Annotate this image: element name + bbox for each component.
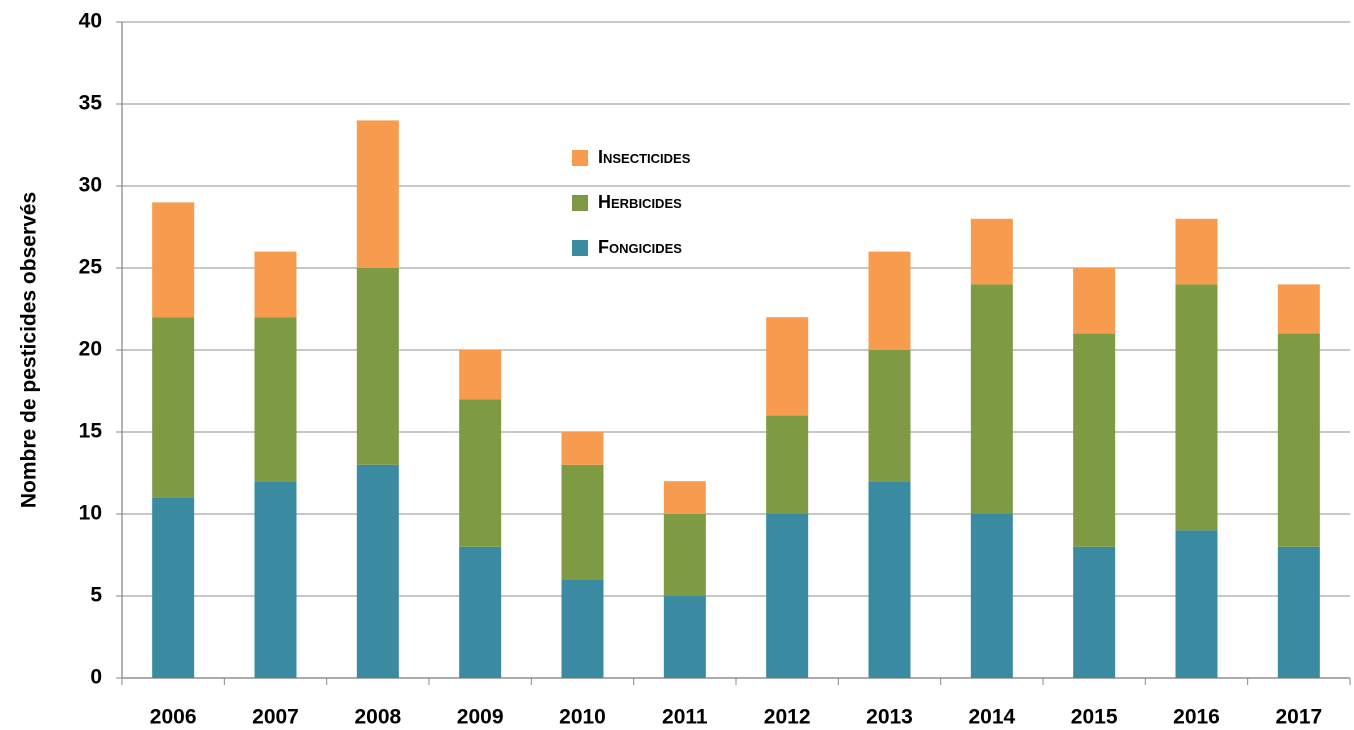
bar-segment — [152, 317, 195, 498]
bar-segment — [663, 481, 706, 514]
bar-segment — [459, 546, 502, 678]
bar-segment — [356, 464, 399, 678]
y-tick-label: 15 — [79, 420, 103, 443]
bar-segment — [1175, 530, 1218, 678]
bar-segment — [152, 202, 195, 318]
x-tick-label: 2011 — [662, 706, 708, 729]
x-tick-label: 2016 — [1173, 706, 1220, 729]
bar-segment — [1073, 333, 1116, 547]
x-tick-label: 2012 — [764, 706, 811, 729]
y-tick-label: 20 — [79, 338, 102, 361]
y-tick-label: 5 — [90, 584, 102, 607]
bar-segment — [766, 317, 809, 416]
bar-segment — [254, 481, 297, 678]
x-tick-label: 2017 — [1275, 706, 1322, 729]
bar-segment — [254, 251, 297, 318]
y-tick-label: 0 — [90, 666, 102, 689]
bar-segment — [663, 596, 706, 678]
y-tick-label: 10 — [79, 502, 102, 525]
y-tick-label: 40 — [79, 10, 102, 33]
y-tick-label: 25 — [79, 256, 103, 279]
bar-segment — [766, 415, 809, 514]
x-tick-label: 2009 — [457, 706, 504, 729]
bar-segment — [1175, 284, 1218, 531]
legend-label: Insecticides — [598, 147, 691, 167]
bar-segment — [356, 268, 399, 465]
bar-segment — [459, 350, 502, 400]
bar-segment — [1277, 546, 1320, 678]
bar-segment — [1277, 284, 1320, 334]
bar-segment — [868, 251, 911, 350]
x-tick-label: 2010 — [559, 706, 606, 729]
legend-swatch — [572, 150, 588, 166]
x-tick-label: 2013 — [866, 706, 913, 729]
x-tick-label: 2014 — [968, 706, 1015, 729]
bar-segment — [1277, 333, 1320, 547]
bar-segment — [766, 514, 809, 678]
bar-segment — [1073, 546, 1116, 678]
bar-segment — [561, 432, 604, 465]
bar-segment — [970, 284, 1013, 514]
bar-segment — [663, 514, 706, 596]
bar-segment — [868, 481, 911, 678]
legend-label: Herbicides — [598, 192, 682, 212]
bar-segment — [970, 218, 1013, 285]
legend-swatch — [572, 240, 588, 256]
y-tick-label: 35 — [79, 92, 103, 115]
legend-label: Fongicides — [598, 237, 682, 257]
bar-segment — [356, 120, 399, 269]
bar-segment — [152, 497, 195, 678]
x-tick-label: 2007 — [252, 706, 299, 729]
x-tick-label: 2015 — [1071, 706, 1118, 729]
bar-segment — [459, 399, 502, 547]
bar-segment — [561, 579, 604, 678]
bar-segment — [254, 317, 297, 482]
y-tick-label: 30 — [79, 174, 102, 197]
legend-swatch — [572, 195, 588, 211]
bar-segment — [868, 350, 911, 482]
x-tick-label: 2008 — [354, 706, 401, 729]
x-tick-label: 2006 — [150, 706, 197, 729]
bar-segment — [1175, 218, 1218, 285]
bar-segment — [970, 514, 1013, 678]
y-axis-label: Nombre de pesticides observés — [18, 192, 41, 508]
bar-segment — [561, 464, 604, 580]
bar-segment — [1073, 268, 1116, 334]
